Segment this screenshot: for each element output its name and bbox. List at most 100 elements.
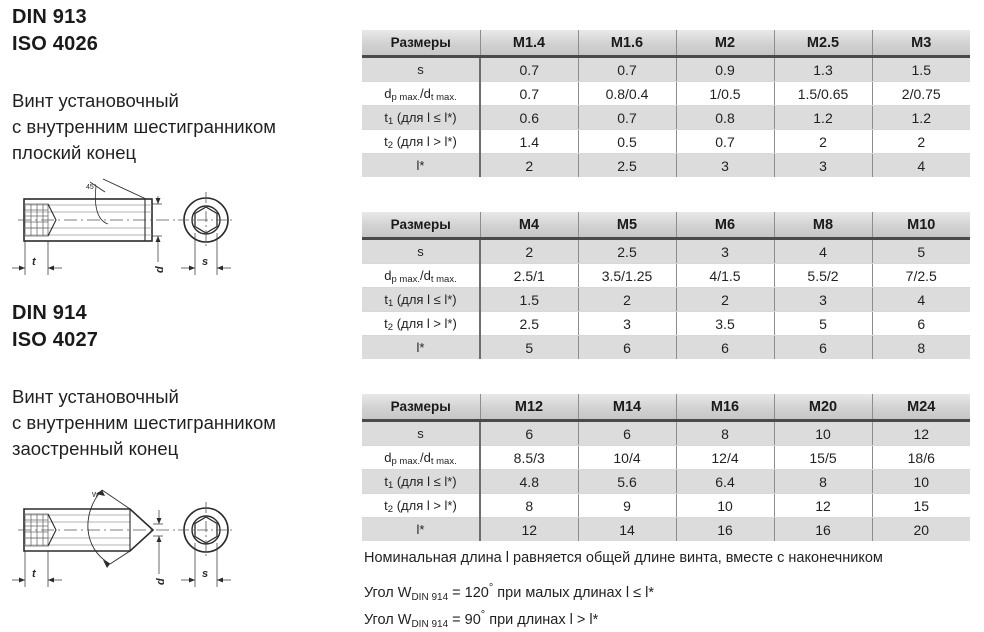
description-line-1: Винт установочный xyxy=(12,90,179,111)
table-body: s 0.7 0.7 0.9 1.3 1.5 dp max./dt max. 0.7 0.8/0… xyxy=(362,56,970,177)
description-line-3: плоский конец xyxy=(12,142,137,163)
cell: 6.4 xyxy=(676,469,775,494)
cell: 6 xyxy=(676,335,775,359)
cell: 0.6 xyxy=(480,105,579,130)
cell: 4 xyxy=(872,153,970,177)
iso-number: ISO 4027 xyxy=(12,329,99,351)
table-row: s 6 6 8 10 12 xyxy=(362,420,970,446)
column-header-thread: M1.4 xyxy=(480,30,579,58)
footnotes: Номинальная длина l равняется общей длин… xyxy=(364,548,979,632)
cell: 2 xyxy=(676,287,775,312)
description-line-2: с внутренним шестигранником xyxy=(12,116,276,137)
cell: 4 xyxy=(872,287,970,312)
cell: 8 xyxy=(872,335,970,359)
cell: 15/5 xyxy=(774,445,873,470)
cell: 2.5 xyxy=(480,311,579,336)
technical-drawing-din913-flat-point: 45° t d xyxy=(10,178,255,293)
table-row: t1 (для l ≤ l*) 4.8 5.6 6.4 8 10 xyxy=(362,469,970,494)
column-header-sizes: Размеры xyxy=(362,212,481,240)
cell: 4.8 xyxy=(480,469,579,494)
drawing-label-s: s xyxy=(202,568,208,580)
drawing-label-t: t xyxy=(32,256,37,268)
row-label: t1 (для l ≤ l*) xyxy=(362,469,481,494)
table-body: s 6 6 8 10 12 dp max./dt max. 8.5/3 10/4 12/4 15/… xyxy=(362,420,970,541)
table-row: t2 (для l > l*) 1.4 0.5 0.7 2 2 xyxy=(362,129,970,154)
cell: 0.8 xyxy=(676,105,775,130)
cell: 0.7 xyxy=(480,56,579,82)
cell: 1.3 xyxy=(774,56,873,82)
row-label: l* xyxy=(362,153,481,177)
cell: 8.5/3 xyxy=(480,445,579,470)
column-header-thread: M20 xyxy=(774,394,873,422)
note-angle-eq: = 90 xyxy=(448,611,481,628)
column-header-thread: M5 xyxy=(578,212,677,240)
row-label: s xyxy=(362,238,481,264)
column-header-thread: M24 xyxy=(872,394,970,422)
cell: 12/4 xyxy=(676,445,775,470)
cell: 14 xyxy=(578,517,677,541)
dimension-table-2: Размеры M4 M5 M6 M8 M10 s 2 2.5 3 4 5 dp max.… xyxy=(362,212,970,359)
row-label: dp max./dt max. xyxy=(362,263,481,288)
cell: 16 xyxy=(676,517,775,541)
cell: 16 xyxy=(774,517,873,541)
cell: 10 xyxy=(676,493,775,518)
table-row: dp max./dt max. 8.5/3 10/4 12/4 15/5 18/6 xyxy=(362,445,970,470)
cell: 6 xyxy=(774,335,873,359)
note-angle-suffix: при длинах l > l* xyxy=(485,611,599,628)
cell: 20 xyxy=(872,517,970,541)
description-line-1: Винт установочный xyxy=(12,386,179,407)
row-label: t2 (для l > l*) xyxy=(362,493,481,518)
description-line-2: с внутренним шестигранником xyxy=(12,412,276,433)
note-angle-eq: = 120 xyxy=(448,584,489,601)
cell: 2/0.75 xyxy=(872,81,970,106)
degree-symbol: ° xyxy=(480,608,486,621)
cell: 10 xyxy=(774,420,873,446)
table-body: s 2 2.5 3 4 5 dp max./dt max. 2.5/1 3.5/1.25 4/1… xyxy=(362,238,970,359)
standard-heading-din914: DIN 914 ISO 4027 xyxy=(12,300,98,354)
cell: 1.5 xyxy=(872,56,970,82)
column-header-thread: M10 xyxy=(872,212,970,240)
table-row: l* 2 2.5 3 3 4 xyxy=(362,153,970,177)
cell: 2 xyxy=(480,153,579,177)
cell: 8 xyxy=(480,493,579,518)
cell: 3 xyxy=(676,153,775,177)
table-row: l* 5 6 6 6 8 xyxy=(362,335,970,359)
cell: 2 xyxy=(578,287,677,312)
table-row: dp max./dt max. 2.5/1 3.5/1.25 4/1.5 5.5/2 7/… xyxy=(362,263,970,288)
row-label: dp max./dt max. xyxy=(362,81,481,106)
note-angle-suffix: при малых длинах l ≤ l* xyxy=(493,584,655,601)
row-label: t1 (для l ≤ l*) xyxy=(362,287,481,312)
note-angle-120: Угол WDIN 914 = 120° при малых длинах l … xyxy=(364,578,979,605)
standard-description-din914: Винт установочный с внутренним шестигран… xyxy=(12,384,276,462)
column-header-thread: M14 xyxy=(578,394,677,422)
standard-heading-din913: DIN 913 ISO 4026 xyxy=(12,4,98,58)
row-label: dp max./dt max. xyxy=(362,445,481,470)
cell: 5.6 xyxy=(578,469,677,494)
table-header-row: Размеры M1.4 M1.6 M2 M2.5 M3 xyxy=(362,30,970,58)
cell: 9 xyxy=(578,493,677,518)
cell: 2 xyxy=(480,238,579,264)
table-header-row: Размеры M4 M5 M6 M8 M10 xyxy=(362,212,970,240)
cell: 4 xyxy=(774,238,873,264)
cell: 10/4 xyxy=(578,445,677,470)
table-header-row: Размеры M12 M14 M16 M20 M24 xyxy=(362,394,970,422)
note-angle-90: Угол WDIN 914 = 90° при длинах l > l* xyxy=(364,605,979,632)
cell: 6 xyxy=(578,420,677,446)
drawing-label-d: d xyxy=(154,266,166,273)
note-angle-subscript: DIN 914 xyxy=(411,591,449,603)
cell: 0.8/0.4 xyxy=(578,81,677,106)
cell: 12 xyxy=(774,493,873,518)
row-label: t2 (для l > l*) xyxy=(362,311,481,336)
column-header-sizes: Размеры xyxy=(362,30,481,58)
cell: 0.9 xyxy=(676,56,775,82)
note-angle-subscript: DIN 914 xyxy=(411,618,449,630)
left-column: DIN 913 ISO 4026 Винт установочный с вну… xyxy=(10,0,350,628)
cell: 10 xyxy=(872,469,970,494)
cell: 8 xyxy=(676,420,775,446)
cell: 3.5 xyxy=(676,311,775,336)
table-row: t1 (для l ≤ l*) 0.6 0.7 0.8 1.2 1.2 xyxy=(362,105,970,130)
cell: 5.5/2 xyxy=(774,263,873,288)
note-angle-prefix: Угол W xyxy=(364,611,412,628)
cell: 1.2 xyxy=(872,105,970,130)
table-row: l* 12 14 16 16 20 xyxy=(362,517,970,541)
